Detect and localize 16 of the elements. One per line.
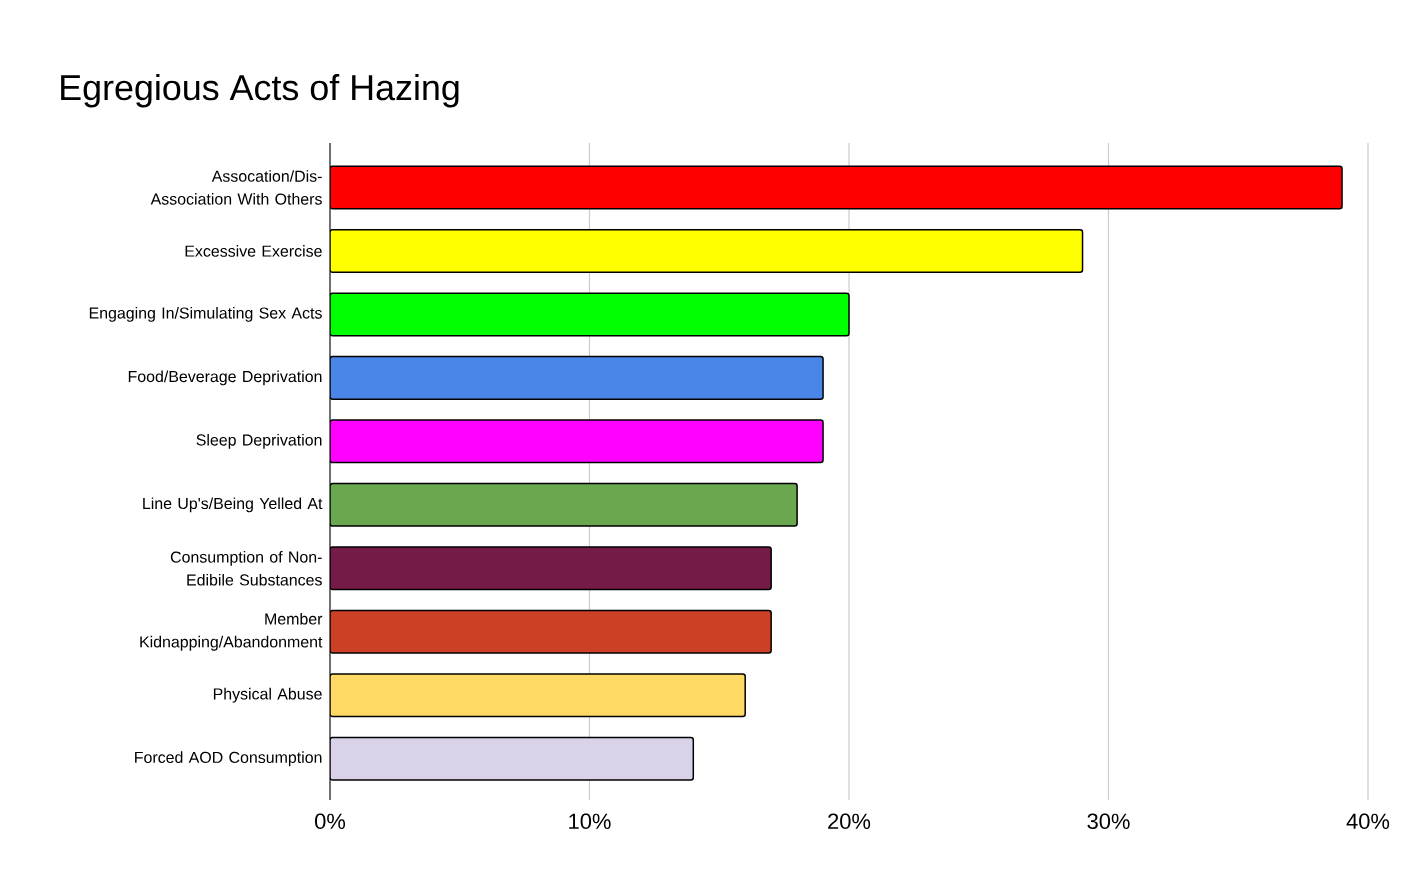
chart-title: Egregious Acts of Hazing	[61, 74, 459, 108]
x-tick-label: 30%	[1087, 813, 1130, 830]
x-tick-label: 40%	[1346, 813, 1390, 830]
y-tick-label: Excessive Exercise	[185, 245, 322, 257]
y-tick-label: Forced AOD Consumption	[135, 751, 322, 767]
y-tick-label: Physical Abuse	[213, 687, 322, 703]
x-tick-label: 20%	[828, 813, 871, 830]
y-tick-label: Food/Beverage Deprivation	[128, 370, 322, 386]
y-tick-label: Consumption of Non-Edibile Substances	[170, 551, 322, 586]
x-tick-label: 10%	[569, 813, 611, 830]
x-tick-label: 0%	[315, 813, 346, 830]
y-tick-label: Assocation/Dis-Association With Others	[150, 170, 322, 205]
y-tick-label: Line Up's/Being Yelled At	[143, 497, 323, 513]
y-tick-label: Engaging In/Simulating Sex Acts	[89, 306, 322, 322]
y-tick-label: Member Kidnapping/Abandonment	[140, 612, 323, 651]
y-tick-label: Sleep Deprivation	[196, 433, 322, 449]
